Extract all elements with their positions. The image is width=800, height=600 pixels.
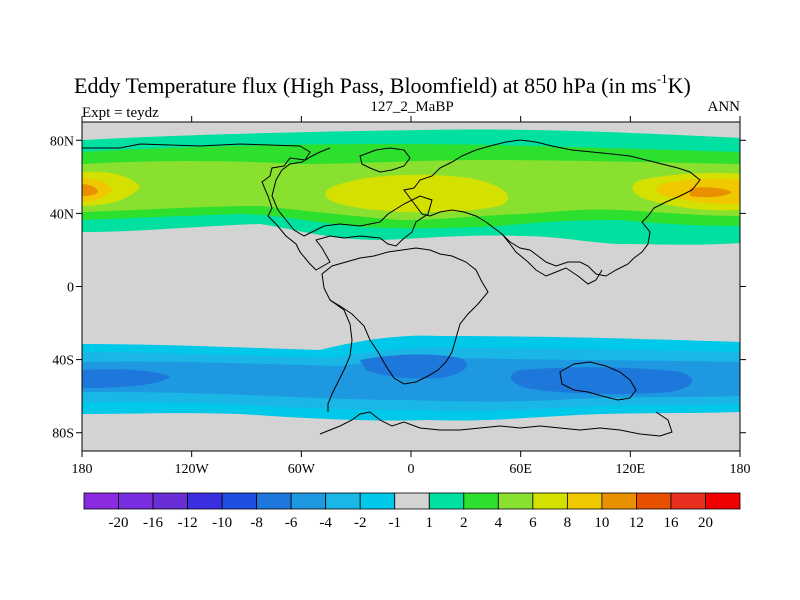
map-field [81, 121, 741, 452]
colorbar-swatch [532, 492, 568, 510]
title-end: K) [668, 73, 691, 98]
y-tick-label: 80N [50, 134, 74, 149]
colorbar-swatch [566, 492, 603, 510]
colorbar-swatch [636, 492, 672, 510]
x-tick-label: 120E [616, 462, 646, 477]
coastline-greenland [359, 147, 411, 173]
coastline-arabia-india [501, 233, 603, 285]
colorbar-swatch [670, 492, 706, 510]
chart-title: Eddy Temperature flux (High Pass, Bloomf… [74, 71, 691, 98]
coastlines [82, 139, 701, 437]
sh-atlantic-level-4 [360, 354, 467, 379]
coastline-south-america [327, 299, 353, 412]
colorbar-label: -10 [212, 515, 232, 531]
x-tick-label: 120W [175, 462, 210, 477]
colorbar-swatch [256, 492, 292, 510]
colorbar-swatch [428, 492, 465, 510]
colorbar-label: 20 [698, 515, 713, 531]
x-tick-label: 0 [408, 462, 415, 477]
colorbar-swatch [497, 492, 534, 510]
coastline-eurasia [403, 139, 701, 277]
colorbar-label: -16 [143, 515, 163, 531]
colorbar-label: 2 [460, 515, 468, 531]
colorbar-swatch [359, 492, 396, 510]
colorbar-swatch [463, 492, 499, 510]
colorbar-swatch [152, 492, 188, 510]
colorbar-swatch [394, 492, 430, 510]
colorbar: -20 -16 -12 -10 -8 -6 -4 -2 -1 1 2 4 6 8 10 12 16 20 [83, 492, 741, 531]
y-tick-label: 40S [52, 354, 74, 369]
coastline-africa [321, 247, 489, 385]
colorbar-label: 1 [426, 515, 434, 531]
colorbar-label: 4 [495, 515, 503, 531]
coastline-north-america [82, 143, 433, 271]
y-tick-label: 40N [50, 207, 74, 222]
colorbar-label: 10 [594, 515, 609, 531]
colorbar-label: -8 [250, 515, 263, 531]
coastline-australia [559, 361, 637, 401]
sh-pacific-level-4 [82, 369, 170, 388]
x-tick-label: 180 [730, 462, 751, 477]
colorbar-swatch [187, 492, 223, 510]
colorbar-swatch [221, 492, 258, 510]
colorbar-swatch [118, 492, 154, 510]
colorbar-swatch [83, 492, 119, 510]
nh-pacific-level-6-east [690, 187, 732, 198]
colorbar-label: 16 [663, 515, 679, 531]
y-tick-label: 80S [52, 427, 74, 442]
nh-atlantic-level-4 [325, 174, 509, 213]
colorbar-swatch [705, 492, 741, 510]
colorbar-swatch [601, 492, 637, 510]
nh-pacific-level-6-west [82, 184, 98, 196]
colorbar-label: -2 [354, 515, 367, 531]
axis-ticks: 180 120W 60W 0 60E 120E 180 80N 40N 0 40S 80S [50, 116, 751, 477]
subtitle-center: 127_2_MaBP [370, 99, 453, 115]
colorbar-swatch [290, 492, 327, 510]
colorbar-swatch [325, 492, 361, 510]
x-tick-label: 60E [509, 462, 532, 477]
x-tick-label: 180 [72, 462, 93, 477]
subtitle-left: Expt = teydz [82, 105, 159, 121]
y-tick-label: 0 [67, 281, 74, 296]
colorbar-label: 6 [529, 515, 537, 531]
title-superscript: -1 [657, 71, 668, 86]
colorbar-label: -1 [388, 515, 401, 531]
sh-indian-level-4 [510, 367, 693, 395]
coastline-antarctica [319, 411, 673, 437]
colorbar-label: -6 [285, 515, 298, 531]
subtitle-right: ANN [708, 99, 741, 115]
title-main: Eddy Temperature flux (High Pass, Bloomf… [74, 73, 657, 98]
colorbar-label: 12 [629, 515, 644, 531]
colorbar-label: 8 [564, 515, 572, 531]
colorbar-label: -12 [178, 515, 198, 531]
colorbar-label: -20 [109, 515, 129, 531]
x-tick-label: 60W [288, 462, 316, 477]
colorbar-label: -4 [319, 515, 332, 531]
